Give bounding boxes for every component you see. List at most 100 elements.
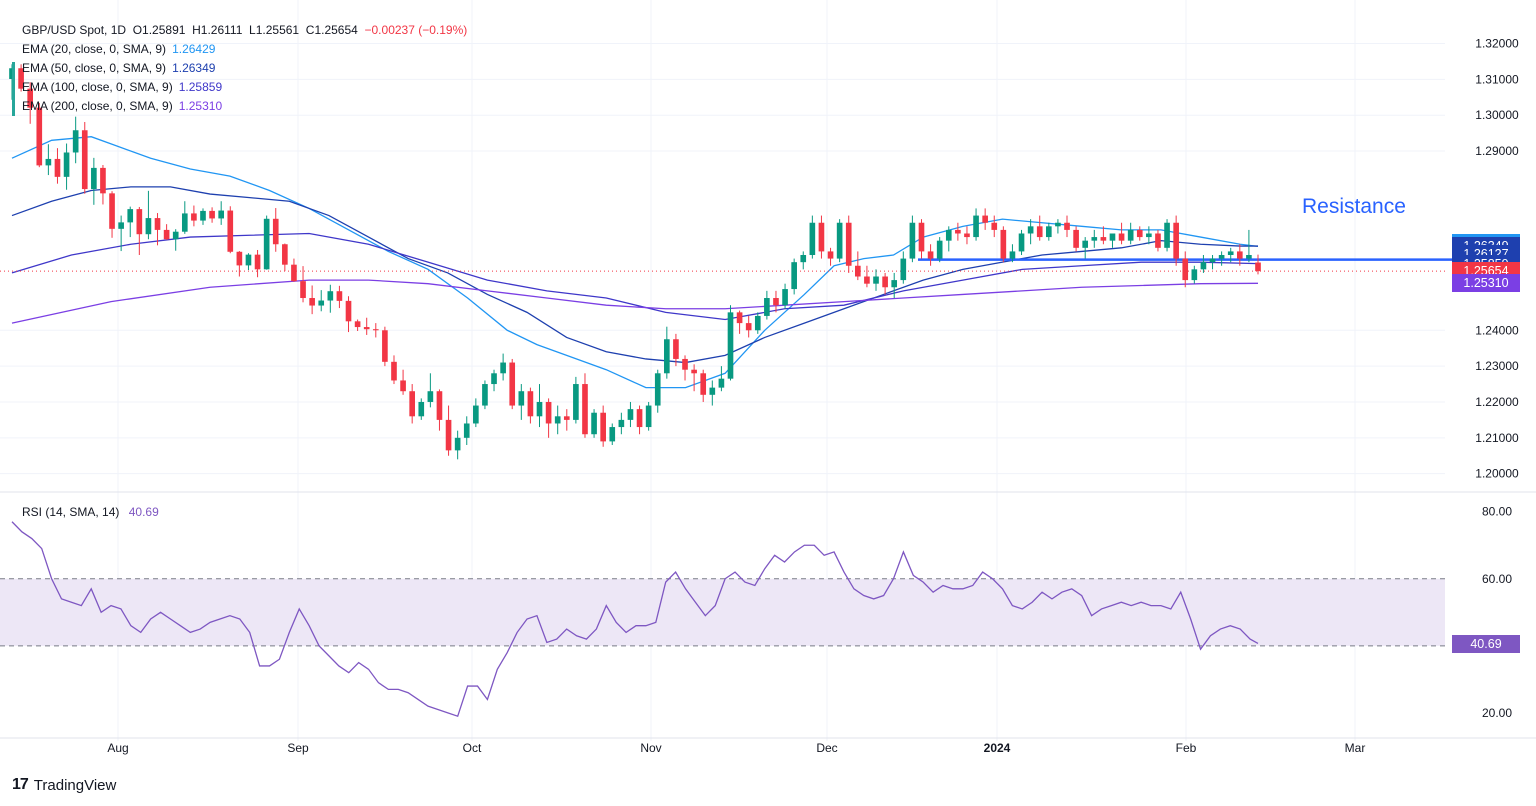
candle	[482, 380, 488, 410]
ema-20-line	[11, 136, 1259, 389]
ema-legend-item[interactable]: EMA (20, close, 0, SMA, 9) 1.26429	[22, 40, 215, 59]
candle	[709, 380, 716, 406]
candle-body	[118, 222, 124, 229]
candle	[127, 206, 134, 238]
candle	[563, 409, 570, 431]
candle	[1045, 222, 1052, 241]
candle	[673, 333, 679, 367]
candle	[18, 64, 24, 92]
candle-body	[782, 289, 788, 306]
candle	[1018, 229, 1025, 255]
candle-body	[400, 380, 406, 392]
candle	[927, 244, 934, 266]
candle	[1182, 251, 1189, 288]
candle	[827, 247, 834, 266]
ema-50-line	[11, 186, 1258, 364]
candle	[109, 191, 115, 238]
candle-body	[245, 254, 252, 266]
candle	[936, 237, 943, 263]
ema-legend-item[interactable]: EMA (200, close, 0, SMA, 9) 1.25310	[22, 97, 222, 116]
candle	[1164, 219, 1170, 252]
candle-body	[1091, 237, 1098, 241]
candle-body	[918, 222, 925, 252]
candle-body	[327, 291, 334, 301]
candle	[1009, 244, 1016, 263]
candle	[218, 201, 225, 225]
candle	[627, 401, 634, 428]
candle-body	[309, 298, 315, 306]
candle	[1109, 233, 1116, 248]
candle-body	[1036, 226, 1043, 238]
resistance-label: Resistance	[1302, 195, 1406, 218]
candle	[609, 423, 616, 445]
candle	[209, 207, 215, 223]
tradingview-logo[interactable]: 17 TradingView	[12, 776, 116, 794]
ema-100-line	[11, 232, 1259, 321]
candle-body	[145, 218, 152, 235]
candle	[1118, 222, 1125, 245]
candle-body	[1255, 262, 1261, 272]
candle	[818, 215, 825, 259]
candle-body	[1082, 240, 1089, 248]
candle	[736, 310, 743, 334]
candle	[1082, 237, 1089, 259]
candle-body	[836, 222, 843, 259]
tradingview-logo-text: TradingView	[33, 776, 117, 794]
open-value: O1.25891	[132, 23, 186, 37]
candle-body	[945, 229, 952, 241]
candle	[982, 208, 988, 230]
candle-body	[654, 373, 661, 406]
low-value: L1.25561	[249, 23, 300, 37]
candle	[1136, 226, 1143, 241]
candle	[691, 364, 697, 392]
candle	[91, 157, 97, 205]
candle	[800, 251, 807, 270]
candle	[1055, 219, 1061, 234]
candle	[745, 315, 752, 338]
high-value: H1.26111	[192, 23, 243, 37]
candle	[354, 319, 361, 331]
candle-body	[1209, 258, 1216, 263]
candle-body	[673, 339, 679, 359]
candle-body	[1127, 229, 1134, 241]
candle-body	[1027, 226, 1034, 234]
candle	[1146, 226, 1152, 245]
candle-body	[27, 88, 34, 108]
ema-legend-item[interactable]: EMA (100, close, 0, SMA, 9) 1.25859	[22, 78, 222, 97]
candle-body	[473, 405, 479, 424]
rsi-pane[interactable]	[0, 521, 1445, 718]
candle-body	[864, 276, 870, 284]
ema-legend-item[interactable]: EMA (50, close, 0, SMA, 9) 1.26349	[22, 59, 215, 78]
candle-body	[900, 258, 907, 281]
candle	[445, 405, 452, 456]
candle	[27, 82, 34, 124]
axes: 1.32000 1.31000 1.30000 1.29000 1.24000 1.230…	[107, 37, 1519, 755]
candle-body	[1218, 255, 1225, 259]
candle	[636, 405, 643, 435]
candle-body	[927, 251, 934, 259]
candle	[527, 387, 534, 424]
candle	[1218, 251, 1225, 266]
candle	[181, 201, 188, 234]
candle-body	[454, 437, 461, 451]
candle-body	[200, 210, 206, 221]
candle	[791, 258, 797, 295]
candle-body	[1182, 258, 1189, 281]
rsi-legend: RSI (14, SMA, 14) 40.69	[22, 503, 159, 522]
time-tick-label: 2024	[984, 741, 1011, 755]
time-tick-label: Feb	[1176, 741, 1197, 755]
candle-body	[1000, 229, 1007, 259]
candle-body	[882, 276, 888, 288]
candle-body	[100, 167, 106, 194]
candle	[1155, 229, 1161, 252]
candlesticks[interactable]	[9, 64, 1261, 460]
candle-body	[873, 276, 879, 284]
candle	[764, 290, 770, 320]
candle	[172, 229, 179, 251]
candle	[118, 215, 124, 252]
candle-body	[272, 218, 279, 245]
candle	[964, 226, 970, 245]
price-tick-label: 1.24000	[1475, 323, 1519, 337]
candle	[154, 213, 161, 246]
